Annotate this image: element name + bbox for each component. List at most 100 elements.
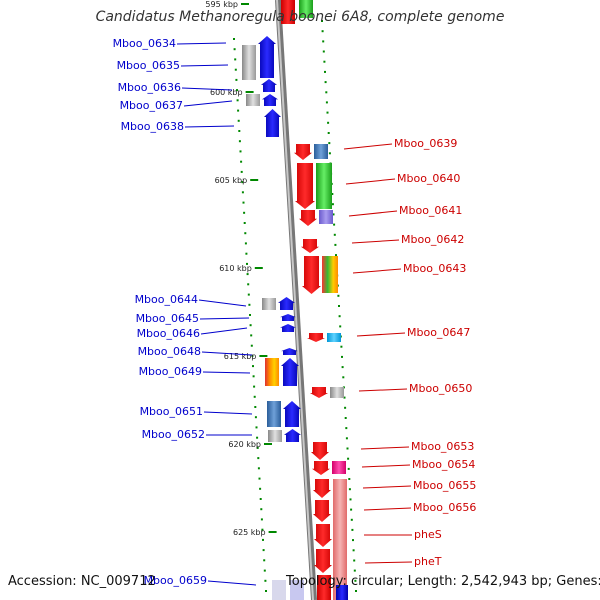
scale-dot xyxy=(238,140,241,143)
gene-label-left[interactable]: Mboo_0637 xyxy=(120,99,183,112)
gene-label-left[interactable]: Mboo_0634 xyxy=(113,37,176,50)
gene-shape xyxy=(278,297,295,310)
gene-label-left[interactable]: Mboo_0652 xyxy=(142,428,205,441)
scale-dot xyxy=(343,396,346,399)
gene-shape xyxy=(313,500,331,522)
gene-shape xyxy=(299,210,317,226)
scale-dot xyxy=(250,334,253,337)
scale-dot xyxy=(261,528,264,531)
scale-dot xyxy=(350,508,353,511)
cog-box xyxy=(319,210,333,224)
scale-dot xyxy=(254,406,257,408)
scale-dot xyxy=(333,233,336,236)
gene-label-right[interactable]: Mboo_0642 xyxy=(401,233,464,246)
scale-dot xyxy=(341,355,343,358)
gene-label-left[interactable]: Mboo_0659 xyxy=(144,574,207,587)
scale-dot xyxy=(233,48,236,51)
footer: Accession: NC_009712 Topology: circular;… xyxy=(8,574,600,589)
scale-dot xyxy=(256,436,259,439)
scale-dot xyxy=(241,181,244,184)
gene-shape xyxy=(281,358,299,386)
gene-label-left[interactable]: Mboo_0649 xyxy=(139,365,202,378)
gene-label-left[interactable]: Mboo_0651 xyxy=(140,405,203,418)
gene-label-right[interactable]: pheT xyxy=(414,555,442,568)
leader-line xyxy=(364,561,413,564)
gene-label-right[interactable]: Mboo_0643 xyxy=(403,262,466,275)
gene-label-right[interactable]: Mboo_0653 xyxy=(411,440,474,453)
cog-box xyxy=(327,333,341,342)
gene-shape xyxy=(313,479,331,498)
cog-box xyxy=(299,0,313,18)
scale-dot xyxy=(345,427,348,430)
gene-label-left[interactable]: Mboo_0636 xyxy=(118,81,181,94)
gene-shape xyxy=(258,36,276,78)
scale-dot xyxy=(236,99,239,102)
scale-dot xyxy=(234,68,237,71)
gene-label-left[interactable]: Mboo_0646 xyxy=(137,327,200,340)
scale-dot xyxy=(262,538,264,541)
gene-label-left[interactable]: Mboo_0648 xyxy=(138,345,201,358)
scale-dot xyxy=(252,375,255,378)
gene-label-left[interactable]: Mboo_0645 xyxy=(136,312,199,325)
scale-dot xyxy=(338,305,340,307)
gene-label-left[interactable]: Mboo_0644 xyxy=(135,293,198,306)
gene-shape xyxy=(310,387,328,398)
leader-line xyxy=(184,125,235,128)
leader-line xyxy=(203,411,253,415)
scale-dot xyxy=(265,590,267,592)
tick-label: 605 kbp xyxy=(215,176,248,185)
scale-dot xyxy=(260,518,263,521)
scale-dot xyxy=(328,142,331,145)
gene-label-right[interactable]: Mboo_0641 xyxy=(399,204,462,217)
gene-label-right[interactable]: Mboo_0650 xyxy=(409,382,472,395)
scale-dot xyxy=(262,549,265,552)
cog-box xyxy=(268,430,282,442)
scale-dot xyxy=(234,58,237,61)
leader-line xyxy=(207,580,257,586)
leader-line xyxy=(362,485,412,489)
gene-label-right[interactable]: pheS xyxy=(414,528,442,541)
scale-dot xyxy=(255,426,258,429)
scale-dot xyxy=(246,273,249,276)
gene-label-left[interactable]: Mboo_0638 xyxy=(121,120,184,133)
scale-dot xyxy=(253,385,256,388)
scale-dot xyxy=(346,447,349,450)
leader-line xyxy=(202,371,251,374)
gene-shape xyxy=(281,348,298,355)
scale-dot xyxy=(348,488,351,491)
cog-box xyxy=(246,94,260,106)
leader-line xyxy=(180,64,229,67)
scale-dot xyxy=(353,569,356,572)
genome-title: Candidatus Methanoregula boonei 6A8, com… xyxy=(95,9,505,25)
scale-dot xyxy=(351,528,354,531)
scale-dot xyxy=(353,559,356,562)
scale-dot xyxy=(247,283,250,286)
gene-label-right[interactable]: Mboo_0656 xyxy=(413,501,476,514)
gene-shape xyxy=(284,429,301,442)
leader-line xyxy=(201,351,253,356)
gene-label-right[interactable]: Mboo_0639 xyxy=(394,137,457,150)
scale-dot xyxy=(243,222,246,224)
leader-line xyxy=(345,178,396,185)
leader-line xyxy=(360,446,410,450)
gene-label-right[interactable]: Mboo_0640 xyxy=(397,172,460,185)
gene-label-right[interactable]: Mboo_0647 xyxy=(407,326,470,339)
scale-dot xyxy=(258,477,261,480)
gene-shape xyxy=(314,524,332,547)
gene-shape xyxy=(280,314,296,321)
scale-dot xyxy=(324,70,326,73)
gene-label-right[interactable]: Mboo_0655 xyxy=(413,479,476,492)
leader-line xyxy=(343,143,393,150)
scale-dot xyxy=(321,30,324,33)
cog-box xyxy=(272,580,286,600)
scale-dot xyxy=(238,130,241,132)
accession-text: Accession: NC_009712 xyxy=(8,574,156,589)
scale-dot xyxy=(335,254,337,257)
gene-label-left[interactable]: Mboo_0635 xyxy=(117,59,180,72)
gene-label-right[interactable]: Mboo_0654 xyxy=(412,458,475,471)
scale-dot xyxy=(344,406,347,409)
scale-dot xyxy=(327,121,330,124)
leader-line xyxy=(356,332,406,337)
gene-shape xyxy=(261,79,277,92)
